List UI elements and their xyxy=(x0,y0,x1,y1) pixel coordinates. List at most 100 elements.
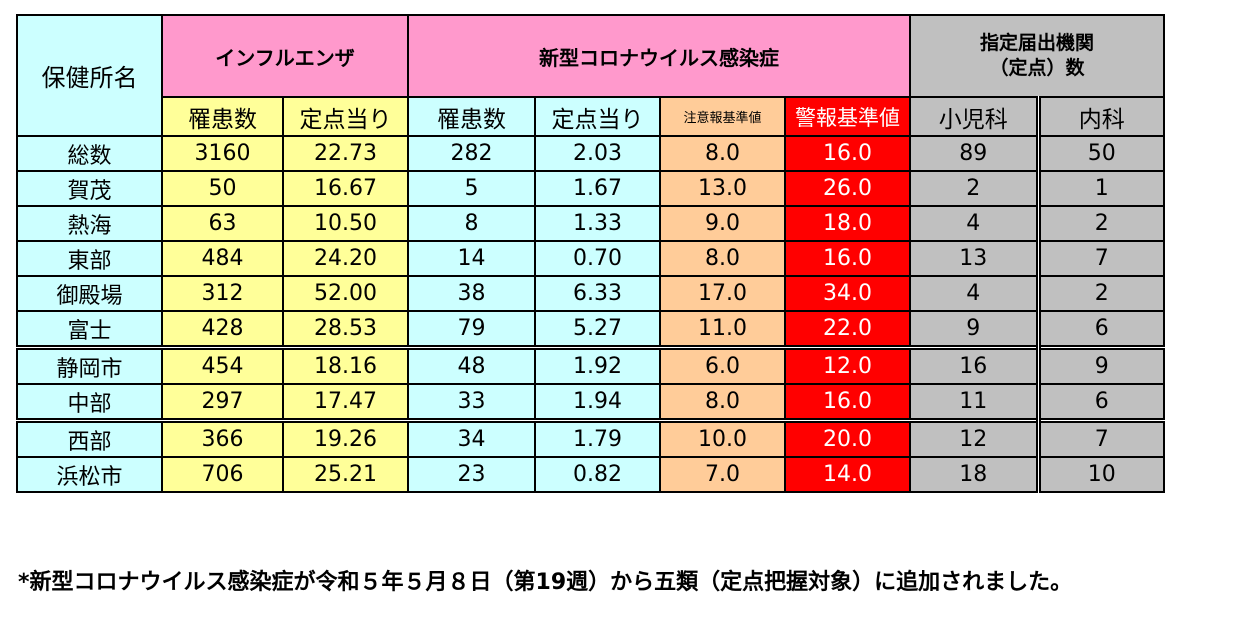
flu-patients-cell: 312 xyxy=(161,275,284,312)
header-warning-threshold: 警報基準値 xyxy=(784,96,911,137)
covid-patients-cell: 34 xyxy=(407,418,536,458)
header-caution-threshold: 注意報基準値 xyxy=(659,96,786,137)
flu-per-sentinel-cell: 18.16 xyxy=(282,345,409,385)
header-internal-medicine: 内科 xyxy=(1037,96,1165,137)
covid-per-sentinel-cell: 0.82 xyxy=(534,456,661,493)
covid-per-sentinel-cell: 1.79 xyxy=(534,418,661,458)
warning-threshold-cell: 22.0 xyxy=(784,310,911,349)
header-flu-per-sentinel: 定点当り xyxy=(282,96,409,137)
flu-patients-cell: 706 xyxy=(161,456,284,493)
table-row: 熱海 63 10.50 8 1.33 9.0 18.0 4 2 xyxy=(16,205,1165,242)
internal-count-cell: 50 xyxy=(1037,135,1165,172)
flu-per-sentinel-cell: 28.53 xyxy=(282,310,409,349)
caution-threshold-cell: 8.0 xyxy=(659,135,786,172)
caution-threshold-cell: 8.0 xyxy=(659,240,786,277)
pediatrics-count-cell: 4 xyxy=(909,205,1041,242)
caution-threshold-cell: 7.0 xyxy=(659,456,786,493)
internal-count-cell: 9 xyxy=(1037,345,1165,385)
covid-patients-cell: 5 xyxy=(407,170,536,207)
header-covid-patients: 罹患数 xyxy=(407,96,536,137)
covid-patients-cell: 14 xyxy=(407,240,536,277)
table-row: 静岡市 454 18.16 48 1.92 6.0 12.0 16 9 xyxy=(16,345,1165,385)
header-region: 保健所名 xyxy=(16,14,163,137)
flu-patients-cell: 63 xyxy=(161,205,284,242)
warning-threshold-cell: 18.0 xyxy=(784,205,911,242)
internal-count-cell: 6 xyxy=(1037,310,1165,349)
flu-patients-cell: 297 xyxy=(161,383,284,422)
warning-threshold-cell: 16.0 xyxy=(784,240,911,277)
caution-threshold-cell: 8.0 xyxy=(659,383,786,422)
header-institutions-line2: （定点）数 xyxy=(989,57,1085,79)
flu-per-sentinel-cell: 16.67 xyxy=(282,170,409,207)
region-cell: 東部 xyxy=(16,240,163,277)
covid-per-sentinel-cell: 1.92 xyxy=(534,345,661,385)
table-row: 総数 3160 22.73 282 2.03 8.0 16.0 89 50 xyxy=(16,135,1165,172)
pediatrics-count-cell: 13 xyxy=(909,240,1041,277)
warning-threshold-cell: 16.0 xyxy=(784,383,911,422)
flu-patients-cell: 366 xyxy=(161,418,284,458)
table-row: 西部 366 19.26 34 1.79 10.0 20.0 12 7 xyxy=(16,418,1165,458)
table-row: 御殿場 312 52.00 38 6.33 17.0 34.0 4 2 xyxy=(16,275,1165,312)
covid-per-sentinel-cell: 2.03 xyxy=(534,135,661,172)
caution-threshold-cell: 11.0 xyxy=(659,310,786,349)
flu-per-sentinel-cell: 22.73 xyxy=(282,135,409,172)
header-covid-per-sentinel: 定点当り xyxy=(534,96,661,137)
caution-threshold-cell: 6.0 xyxy=(659,345,786,385)
covid-patients-cell: 23 xyxy=(407,456,536,493)
flu-patients-cell: 3160 xyxy=(161,135,284,172)
table-body: 保健所名 インフルエンザ 新型コロナウイルス感染症 指定届出機関 （定点）数 罹… xyxy=(16,14,1165,493)
covid-patients-cell: 33 xyxy=(407,383,536,422)
pediatrics-count-cell: 11 xyxy=(909,383,1041,422)
covid-patients-cell: 8 xyxy=(407,205,536,242)
header-pediatrics: 小児科 xyxy=(909,96,1041,137)
header-influenza: インフルエンザ xyxy=(161,14,409,98)
covid-patients-cell: 38 xyxy=(407,275,536,312)
warning-threshold-cell: 12.0 xyxy=(784,345,911,385)
warning-threshold-cell: 20.0 xyxy=(784,418,911,458)
flu-per-sentinel-cell: 25.21 xyxy=(282,456,409,493)
pediatrics-count-cell: 2 xyxy=(909,170,1041,207)
covid-patients-cell: 282 xyxy=(407,135,536,172)
pediatrics-count-cell: 89 xyxy=(909,135,1041,172)
flu-per-sentinel-cell: 52.00 xyxy=(282,275,409,312)
header-flu-patients: 罹患数 xyxy=(161,96,284,137)
covid-per-sentinel-cell: 1.33 xyxy=(534,205,661,242)
covid-per-sentinel-cell: 1.94 xyxy=(534,383,661,422)
caution-threshold-cell: 10.0 xyxy=(659,418,786,458)
internal-count-cell: 2 xyxy=(1037,275,1165,312)
region-cell: 熱海 xyxy=(16,205,163,242)
warning-threshold-cell: 26.0 xyxy=(784,170,911,207)
caution-threshold-cell: 9.0 xyxy=(659,205,786,242)
region-cell: 中部 xyxy=(16,383,163,422)
covid-patients-cell: 79 xyxy=(407,310,536,349)
table-row: 中部 297 17.47 33 1.94 8.0 16.0 11 6 xyxy=(16,383,1165,422)
flu-per-sentinel-cell: 10.50 xyxy=(282,205,409,242)
covid-patients-cell: 48 xyxy=(407,345,536,385)
covid-per-sentinel-cell: 5.27 xyxy=(534,310,661,349)
pediatrics-count-cell: 9 xyxy=(909,310,1041,349)
internal-count-cell: 6 xyxy=(1037,383,1165,422)
footnote: *新型コロナウイルス感染症が令和５年５月８日（第19週）から五類（定点把握対象）… xyxy=(18,570,1073,595)
region-cell: 富士 xyxy=(16,310,163,349)
table-row: 浜松市 706 25.21 23 0.82 7.0 14.0 18 10 xyxy=(16,456,1165,493)
table-row: 賀茂 50 16.67 5 1.67 13.0 26.0 2 1 xyxy=(16,170,1165,207)
pediatrics-count-cell: 4 xyxy=(909,275,1041,312)
pediatrics-count-cell: 12 xyxy=(909,418,1041,458)
region-cell: 御殿場 xyxy=(16,275,163,312)
warning-threshold-cell: 14.0 xyxy=(784,456,911,493)
internal-count-cell: 7 xyxy=(1037,240,1165,277)
caution-threshold-cell: 13.0 xyxy=(659,170,786,207)
internal-count-cell: 10 xyxy=(1037,456,1165,493)
header-row-groups: 保健所名 インフルエンザ 新型コロナウイルス感染症 指定届出機関 （定点）数 xyxy=(16,14,1165,137)
covid-per-sentinel-cell: 0.70 xyxy=(534,240,661,277)
flu-per-sentinel-cell: 19.26 xyxy=(282,418,409,458)
flu-patients-cell: 454 xyxy=(161,345,284,385)
flu-per-sentinel-cell: 24.20 xyxy=(282,240,409,277)
warning-threshold-cell: 34.0 xyxy=(784,275,911,312)
table-row: 富士 428 28.53 79 5.27 11.0 22.0 9 6 xyxy=(16,310,1165,349)
internal-count-cell: 1 xyxy=(1037,170,1165,207)
pediatrics-count-cell: 16 xyxy=(909,345,1041,385)
surveillance-table: 保健所名 インフルエンザ 新型コロナウイルス感染症 指定届出機関 （定点）数 罹… xyxy=(16,14,1165,493)
header-row-columns: 罹患数 定点当り 罹患数 定点当り 注意報基準値 警報基準値 小児科 内科 xyxy=(17,96,1165,137)
region-cell: 総数 xyxy=(16,135,163,172)
